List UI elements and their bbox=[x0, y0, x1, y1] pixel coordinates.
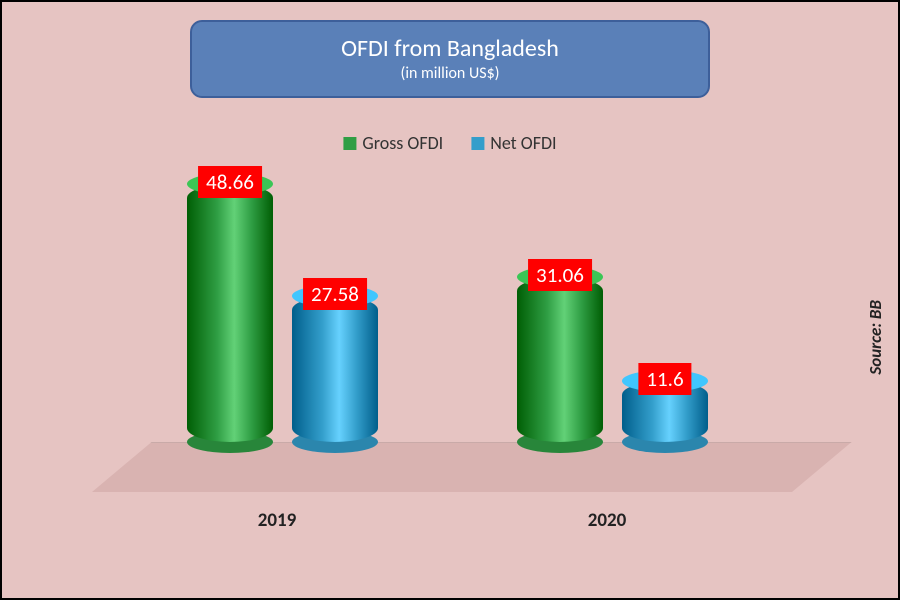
plot-area: 48.66 27.58 31.06 11.6 2019 2020 bbox=[92, 152, 792, 532]
source-label: Source: BB bbox=[866, 300, 887, 375]
bar-body bbox=[292, 296, 378, 442]
legend-item-net: Net OFDI bbox=[471, 132, 556, 154]
legend-item-gross: Gross OFDI bbox=[343, 132, 443, 154]
bar-2020-gross: 31.06 bbox=[517, 277, 603, 442]
legend: Gross OFDI Net OFDI bbox=[343, 132, 556, 154]
bar-body bbox=[187, 184, 273, 442]
value-label-2020-net: 11.6 bbox=[638, 363, 691, 395]
bar-2019-gross: 48.66 bbox=[187, 184, 273, 442]
value-label-2019-gross: 48.66 bbox=[198, 166, 262, 198]
title-banner: OFDI from Bangladesh (in million US$) bbox=[190, 20, 710, 98]
legend-swatch-net bbox=[471, 137, 484, 150]
bar-2019-net: 27.58 bbox=[292, 296, 378, 442]
xlabel-2020: 2020 bbox=[507, 509, 707, 532]
value-label-2019-net: 27.58 bbox=[303, 278, 367, 310]
legend-label-gross: Gross OFDI bbox=[362, 132, 443, 154]
chart-frame: OFDI from Bangladesh (in million US$) Gr… bbox=[0, 0, 900, 600]
xlabel-2019: 2019 bbox=[177, 509, 377, 532]
chart-subtitle: (in million US$) bbox=[400, 64, 499, 83]
bar-2020-net: 11.6 bbox=[622, 381, 708, 442]
chart-title: OFDI from Bangladesh bbox=[341, 35, 559, 64]
legend-label-net: Net OFDI bbox=[490, 132, 556, 154]
value-label-2020-gross: 31.06 bbox=[528, 259, 592, 291]
legend-swatch-gross bbox=[343, 137, 356, 150]
bar-body bbox=[517, 277, 603, 442]
